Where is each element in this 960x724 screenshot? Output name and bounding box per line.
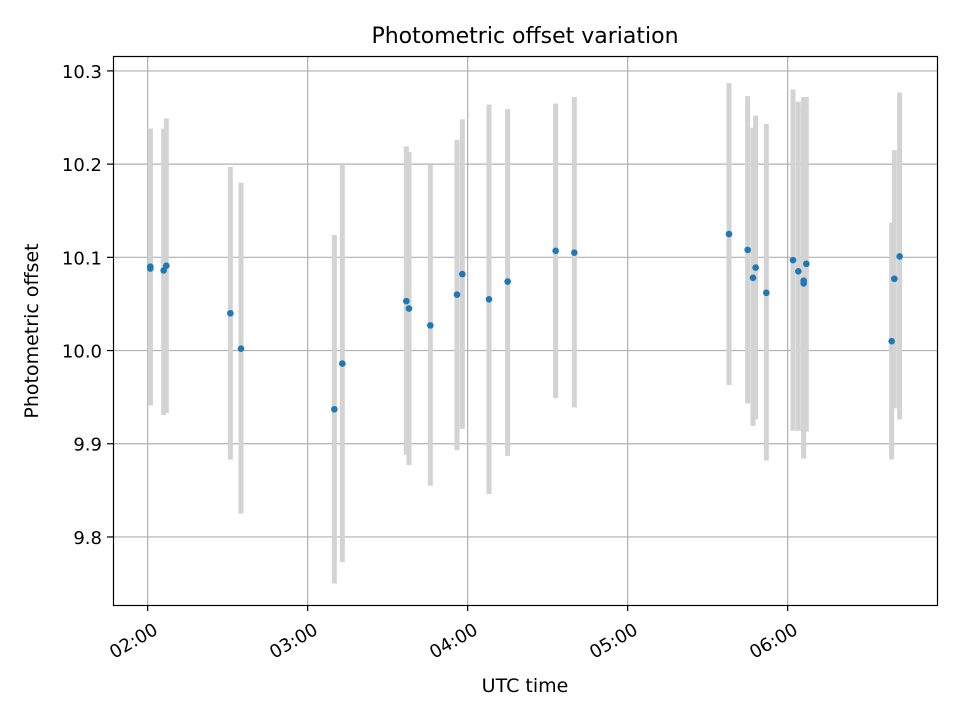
chart-title: Photometric offset variation xyxy=(371,24,678,49)
data-point xyxy=(800,277,807,284)
y-tick-label: 10.3 xyxy=(62,62,102,83)
data-point xyxy=(725,230,733,238)
data-point xyxy=(749,274,757,282)
data-point xyxy=(789,256,797,264)
data-point xyxy=(744,246,751,254)
data-point xyxy=(795,268,802,275)
data-point xyxy=(403,297,410,305)
data-point xyxy=(504,278,511,285)
y-axis-label: Photometric offset xyxy=(21,243,43,418)
data-point xyxy=(459,270,466,278)
data-point xyxy=(803,260,810,268)
y-tick-label: 10.2 xyxy=(62,155,102,176)
data-point xyxy=(752,264,759,271)
grid-lines xyxy=(113,56,937,605)
data-point xyxy=(147,265,154,272)
data-point xyxy=(339,360,346,367)
y-axis-ticks: 9.8 9.9 10.0 10.1 10.2 10.3 xyxy=(62,62,113,549)
y-tick-label: 9.8 xyxy=(73,528,102,549)
data-point xyxy=(427,322,434,329)
data-point xyxy=(763,289,770,297)
data-point xyxy=(227,309,234,317)
y-tick-label: 9.9 xyxy=(73,435,102,456)
plot-frame xyxy=(112,55,939,607)
x-axis-label: UTC time xyxy=(482,675,569,697)
data-point xyxy=(552,247,559,255)
data-point xyxy=(331,405,338,413)
data-point xyxy=(485,295,493,303)
data-point xyxy=(237,345,245,352)
data-point xyxy=(896,253,903,260)
data-point xyxy=(163,262,170,270)
data-points xyxy=(147,230,903,413)
y-tick-label: 10.0 xyxy=(62,342,102,363)
y-tick-label: 10.1 xyxy=(62,248,102,269)
data-point xyxy=(571,249,578,256)
data-point xyxy=(888,337,895,345)
data-point xyxy=(891,275,898,283)
data-point xyxy=(405,305,413,312)
data-point xyxy=(453,291,461,298)
